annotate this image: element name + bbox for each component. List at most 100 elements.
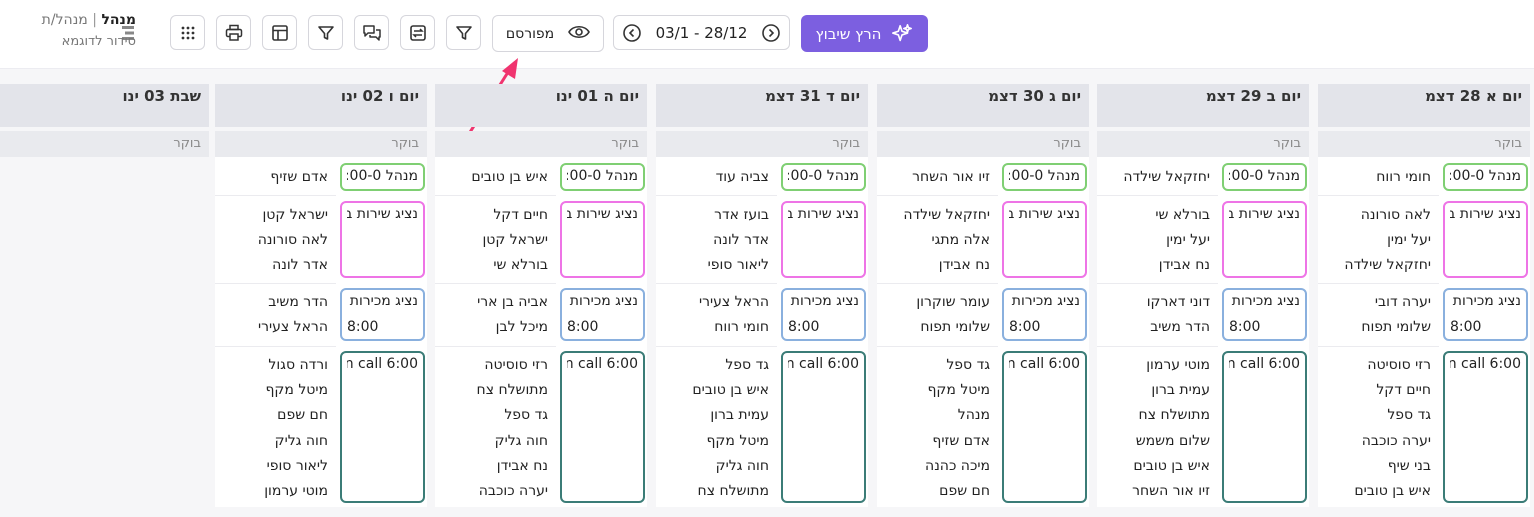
employee-name[interactable]: שלומי תפוח xyxy=(920,319,990,336)
employee-name[interactable]: יעל ימין xyxy=(1166,232,1210,249)
employee-name[interactable]: אלה מתגי xyxy=(931,232,990,249)
employee-name[interactable]: מתושלח צח xyxy=(1138,407,1210,424)
menu-icon[interactable] xyxy=(122,25,136,45)
employee-name[interactable]: גד ספל xyxy=(725,357,769,373)
employee-name[interactable]: הדר משיב xyxy=(268,294,328,310)
employee-name[interactable]: חוה גליק xyxy=(274,432,328,449)
sales-shift-card[interactable]: נציג מכירות 8:00 xyxy=(340,288,425,341)
published-status-button[interactable]: מפורסם xyxy=(492,15,604,52)
oncall-shift-card[interactable]: On call 6:00 xyxy=(781,351,866,503)
employee-name[interactable]: חיים דקל xyxy=(1376,382,1431,399)
manager-shift-card[interactable]: מנהל 10:00-0... xyxy=(1002,163,1087,191)
employee-name[interactable]: חומי רווח xyxy=(714,319,769,336)
employee-name[interactable]: יחזקאל שילדה xyxy=(903,207,990,223)
employee-name[interactable]: נח אבידן xyxy=(1158,257,1210,274)
day-header[interactable]: יום ד 31 דצמ xyxy=(656,84,868,127)
next-week-button[interactable] xyxy=(761,23,781,43)
employee-name[interactable]: עמית ברון xyxy=(710,407,769,424)
employee-name[interactable]: מתושלח צח xyxy=(697,483,769,499)
employee-name[interactable]: אדם שזיף xyxy=(932,432,990,449)
employee-name[interactable]: מתושלח צח xyxy=(476,382,548,399)
employee-name[interactable]: מיכל לבן xyxy=(495,319,548,336)
employee-name[interactable]: נח אבידן xyxy=(938,257,990,274)
oncall-shift-card[interactable]: On call 6:00 xyxy=(340,351,425,503)
employee-name[interactable]: לאה סורונה xyxy=(257,232,328,249)
employee-name[interactable]: שלום משמש xyxy=(1135,432,1210,449)
employee-name[interactable]: חומי רווח xyxy=(1376,169,1431,185)
sales-shift-card[interactable]: נציג מכירות 8:00 xyxy=(1443,288,1528,341)
manager-shift-card[interactable]: מנהל 10:00-0... xyxy=(560,163,645,191)
employee-name[interactable]: ליאור סופי xyxy=(707,257,769,274)
employee-name[interactable]: בועז אדר xyxy=(714,207,769,223)
employee-name[interactable]: ישראל קטן xyxy=(482,232,548,249)
employee-name[interactable]: הראל צעירי xyxy=(698,294,769,310)
employee-name[interactable]: מיכה כהנה xyxy=(925,457,990,474)
employee-name[interactable]: יערה כוכבה xyxy=(1361,432,1431,449)
employee-name[interactable]: מיטל מקף xyxy=(927,382,990,399)
employee-name[interactable]: גד ספל xyxy=(1387,407,1431,424)
employee-name[interactable]: זיו אור השחר xyxy=(912,169,990,185)
employee-name[interactable]: איש בן טובים xyxy=(471,169,548,185)
employee-name[interactable]: חם שפם xyxy=(939,483,990,499)
employee-name[interactable]: אדם שזיף xyxy=(270,169,328,185)
employee-name[interactable]: עמית ברון xyxy=(1151,382,1210,399)
day-header[interactable]: יום ג 30 דצמ xyxy=(877,84,1089,127)
filter-button-2[interactable] xyxy=(308,15,343,50)
employee-name[interactable]: איש בן טובים xyxy=(1354,483,1431,499)
service-shift-card[interactable]: נציג שירות בוקר xyxy=(1222,201,1307,278)
employee-name[interactable]: גד ספל xyxy=(946,357,990,373)
print-button[interactable] xyxy=(216,15,251,50)
oncall-shift-card[interactable]: On call 6:00 xyxy=(1443,351,1528,503)
employee-name[interactable]: לאה סורונה xyxy=(1360,207,1431,223)
employee-name[interactable]: יחזקאל שילדה xyxy=(1344,257,1431,274)
date-range-label[interactable]: 03/1 - 28/12 xyxy=(655,23,748,42)
employee-name[interactable]: זיו אור השחר xyxy=(1132,483,1210,499)
employee-name[interactable]: ליאור סופי xyxy=(266,457,328,474)
day-header[interactable]: יום ב 29 דצמ xyxy=(1097,84,1309,127)
sales-shift-card[interactable]: נציג מכירות 8:00 xyxy=(781,288,866,341)
employee-name[interactable]: יערה דובי xyxy=(1374,294,1431,310)
manager-shift-card[interactable]: מנהל 10:00-0... xyxy=(340,163,425,191)
employee-name[interactable]: מיטל מקף xyxy=(706,432,769,449)
employee-name[interactable]: חיים דקל xyxy=(493,207,548,223)
employee-name[interactable]: בורלא שי xyxy=(1155,207,1210,223)
day-header[interactable]: יום ו 02 ינו xyxy=(215,84,427,127)
employee-name[interactable]: בורלא שי xyxy=(493,257,548,274)
employee-name[interactable]: ורדה סגול xyxy=(268,357,328,373)
employee-name[interactable]: איש בן טובים xyxy=(692,382,769,399)
employee-name[interactable]: עומר שוקרון xyxy=(916,294,990,310)
employee-name[interactable]: רזי סוסיטה xyxy=(484,357,548,373)
manager-shift-card[interactable]: מנהל 10:00-0... xyxy=(1222,163,1307,191)
employee-name[interactable]: רזי סוסיטה xyxy=(1367,357,1431,373)
sales-shift-card[interactable]: נציג מכירות 8:00 xyxy=(560,288,645,341)
service-shift-card[interactable]: נציג שירות בוקר xyxy=(1443,201,1528,278)
employee-name[interactable]: יערה כוכבה xyxy=(478,483,548,499)
layout-button[interactable] xyxy=(262,15,297,50)
employee-name[interactable]: שלומי תפוח xyxy=(1361,319,1431,336)
employee-name[interactable]: הראל צעירי xyxy=(257,319,328,336)
employee-name[interactable]: הדר משיב xyxy=(1150,319,1210,336)
previous-week-button[interactable] xyxy=(622,23,642,43)
service-shift-card[interactable]: נציג שירות בוקר xyxy=(340,201,425,278)
employee-name[interactable]: מיטל מקף xyxy=(265,382,328,399)
filter-button[interactable] xyxy=(446,15,481,50)
employee-name[interactable]: איש בן טובים xyxy=(1133,457,1210,474)
manager-shift-card[interactable]: מנהל 10:00-0... xyxy=(781,163,866,191)
swap-button[interactable] xyxy=(400,15,435,50)
service-shift-card[interactable]: נציג שירות בוקר xyxy=(560,201,645,278)
employee-name[interactable]: חם שפם xyxy=(277,407,328,424)
run-scheduling-button[interactable]: הרץ שיבוץ xyxy=(801,15,928,52)
employee-name[interactable]: יעל ימין xyxy=(1387,232,1431,249)
oncall-shift-card[interactable]: On call 6:00 xyxy=(1002,351,1087,503)
employee-name[interactable]: אדר לונה xyxy=(713,232,769,249)
employee-name[interactable]: דוני דארקו xyxy=(1146,294,1210,310)
service-shift-card[interactable]: נציג שירות בוקר xyxy=(781,201,866,278)
day-header[interactable]: יום א 28 דצמ xyxy=(1318,84,1530,127)
day-header[interactable]: שבת 03 ינו xyxy=(0,84,209,127)
day-header[interactable]: יום ה 01 ינו xyxy=(435,84,647,127)
apps-button[interactable] xyxy=(170,15,205,50)
employee-name[interactable]: מוטי ערמון xyxy=(264,483,328,499)
employee-name[interactable]: חוה גליק xyxy=(715,457,769,474)
messages-button[interactable] xyxy=(354,15,389,50)
employee-name[interactable]: נח אבידן xyxy=(496,457,548,474)
